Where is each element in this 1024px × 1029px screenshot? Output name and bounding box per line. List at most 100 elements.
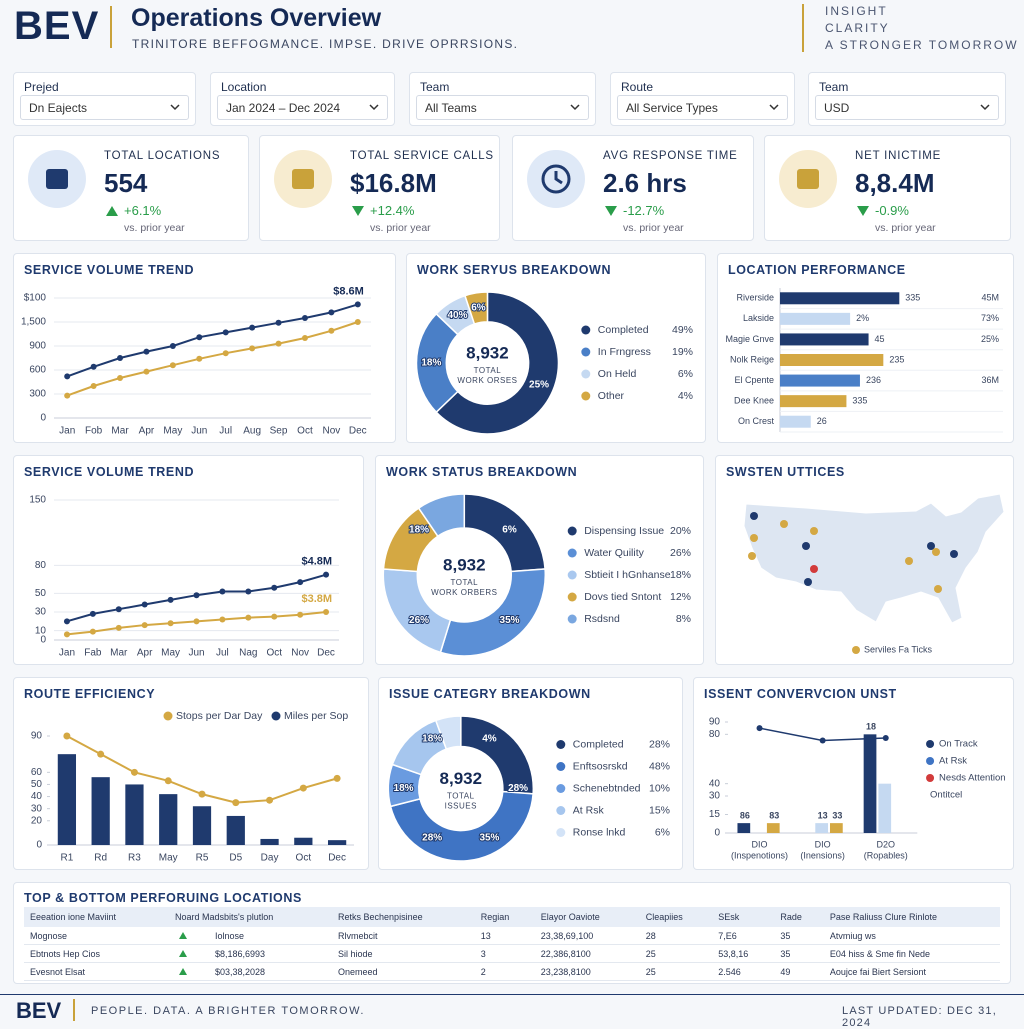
bar: [737, 823, 751, 833]
chart-title: SERVICE VOLUME TREND: [24, 465, 195, 479]
kpi-value: 2.6 hrs: [603, 168, 687, 198]
x-tick-label: May: [161, 648, 180, 659]
point: [219, 588, 226, 595]
legend-marker: [556, 762, 566, 771]
filter: Route All Service Types: [610, 72, 795, 126]
trend-icon: [178, 967, 187, 975]
y-tick-label: 0: [714, 828, 720, 839]
filter-select[interactable]: Jan 2024 – Dec 2024: [217, 95, 388, 120]
bar-label: 83: [769, 811, 779, 821]
kpi-arrow: [857, 206, 869, 216]
point: [64, 373, 71, 380]
cell-text: E04 hiss & Sme fin Nede: [829, 948, 930, 959]
kpi-card: NET INICTIME 8,8.4M -0.9% vs. prior year: [764, 135, 1011, 241]
table-cell: Ebtnots Hep Cios: [24, 944, 169, 963]
cell-text: Mognose: [30, 930, 68, 941]
location-dot: [810, 565, 818, 573]
center-value: 8,932: [466, 343, 509, 362]
table-cell: 25: [639, 962, 713, 981]
arrow-shape: [352, 206, 364, 216]
chart-panel: ROUTE EFFICIENCY 0 20 30 40 50 60 90 R1 Rd R3 May R5…: [13, 677, 369, 870]
point: [249, 324, 256, 331]
filter: Location Jan 2024 – Dec 2024: [210, 72, 395, 126]
slice-label: 6%: [471, 302, 486, 313]
kpi-note: vs. prior year: [623, 222, 684, 234]
chart-panel: LOCATION PERFORMANCE Riverside 335 45M Laksi…: [717, 253, 1014, 443]
center-value: 8,932: [440, 769, 483, 788]
slice-label: 28%: [508, 783, 528, 794]
legend-label: Enftsosrskd: [573, 760, 628, 772]
chevron-line: [980, 104, 990, 111]
filter-select[interactable]: All Service Types: [617, 95, 788, 120]
cell-text: 2.546: [718, 966, 741, 977]
point: [222, 329, 229, 336]
point: [882, 735, 889, 742]
kpi-icon: [527, 150, 585, 208]
y-tick-label: Magie Gnve: [725, 334, 774, 344]
point: [143, 368, 150, 375]
x-tick-label: R5: [196, 853, 209, 864]
filter-select[interactable]: USD: [815, 95, 999, 120]
right-label: 25%: [981, 334, 999, 344]
legend-value: 6%: [678, 368, 693, 380]
kpi-label: AVG RESPONSE TIME: [603, 150, 738, 162]
table-cell: 23,38,69,100: [534, 927, 640, 945]
point: [63, 618, 70, 625]
table-cell: $03,38,2028: [168, 962, 333, 981]
slice-label: 4%: [482, 734, 497, 745]
y-tick-label: 50: [31, 779, 43, 790]
table-cell: Iolnose: [168, 927, 333, 945]
bar: [125, 784, 144, 845]
chevron-line: [769, 104, 779, 111]
column-header: Eeeation ione Maviint: [24, 907, 169, 927]
column-header: Elayor Oaviote: [534, 907, 640, 927]
y-tick-label: 80: [35, 560, 47, 571]
slice-label: 26%: [409, 615, 429, 626]
cell-text: Onemeed: [338, 966, 378, 977]
cell-text: 28: [645, 930, 656, 941]
bar: [91, 777, 110, 845]
legend-label: At Rsk: [939, 756, 967, 767]
y-tick-label: Dee Knee: [734, 396, 774, 406]
series-line: [66, 303, 359, 378]
locations-table: Eeeation ione Maviint Noard Madsbits's pl…: [24, 907, 1000, 981]
chart-panel: ISSENT CONVERVCION UNST 0 15 30 40 80 90 DIO (In…: [693, 677, 1014, 870]
column-header: Noard Madsbits's plutlon: [168, 907, 333, 927]
legend-value: 28%: [649, 738, 670, 750]
x-tick-label: (Inensions): [800, 850, 845, 860]
table-cell: Mognose: [24, 927, 169, 945]
y-tick-label: 600: [29, 365, 46, 376]
filter-select[interactable]: All Teams: [416, 95, 589, 120]
table-wrap: Eeeation ione Maviint Noard Madsbits's pl…: [24, 907, 1000, 981]
arrow-shape: [857, 206, 869, 216]
chevron: [369, 104, 379, 111]
table-cell: 13: [474, 927, 535, 945]
tagline: A STRONGER TOMORROW: [825, 38, 1019, 52]
slice-label: 18%: [421, 358, 441, 369]
cell-text: 23,38,69,100: [540, 930, 594, 941]
slice-label: 40%: [447, 310, 467, 321]
bar: [878, 783, 892, 833]
donut-slice: [464, 291, 489, 325]
filter: Team USD: [808, 72, 1006, 126]
icon-shape: [292, 169, 314, 189]
donut-slice: [439, 568, 547, 657]
x-tick-label: DIO: [815, 839, 831, 849]
y-tick-label: 50: [35, 588, 47, 599]
trend-icon: [178, 931, 187, 939]
y-tick-label: 30: [709, 791, 721, 802]
chart-title: WORK SERYUS BREAKDOWN: [417, 263, 612, 277]
cell-text: 7,E6: [718, 930, 737, 941]
kpi-arrow: [106, 206, 118, 216]
chevron-line: [170, 104, 180, 111]
x-tick-label: (Inspenotions): [731, 850, 788, 860]
slice-label: 18%: [422, 734, 442, 745]
kpi-arrow: [352, 206, 364, 216]
kpi-icon: [779, 150, 837, 208]
cell-text: 2: [480, 966, 486, 977]
legend-label: Schenebtnded: [573, 782, 641, 794]
cell-text: Sil hiode: [338, 948, 373, 959]
filter-select[interactable]: Dn Eajects: [20, 95, 189, 120]
table-cell: 22,386,8100: [534, 944, 640, 963]
